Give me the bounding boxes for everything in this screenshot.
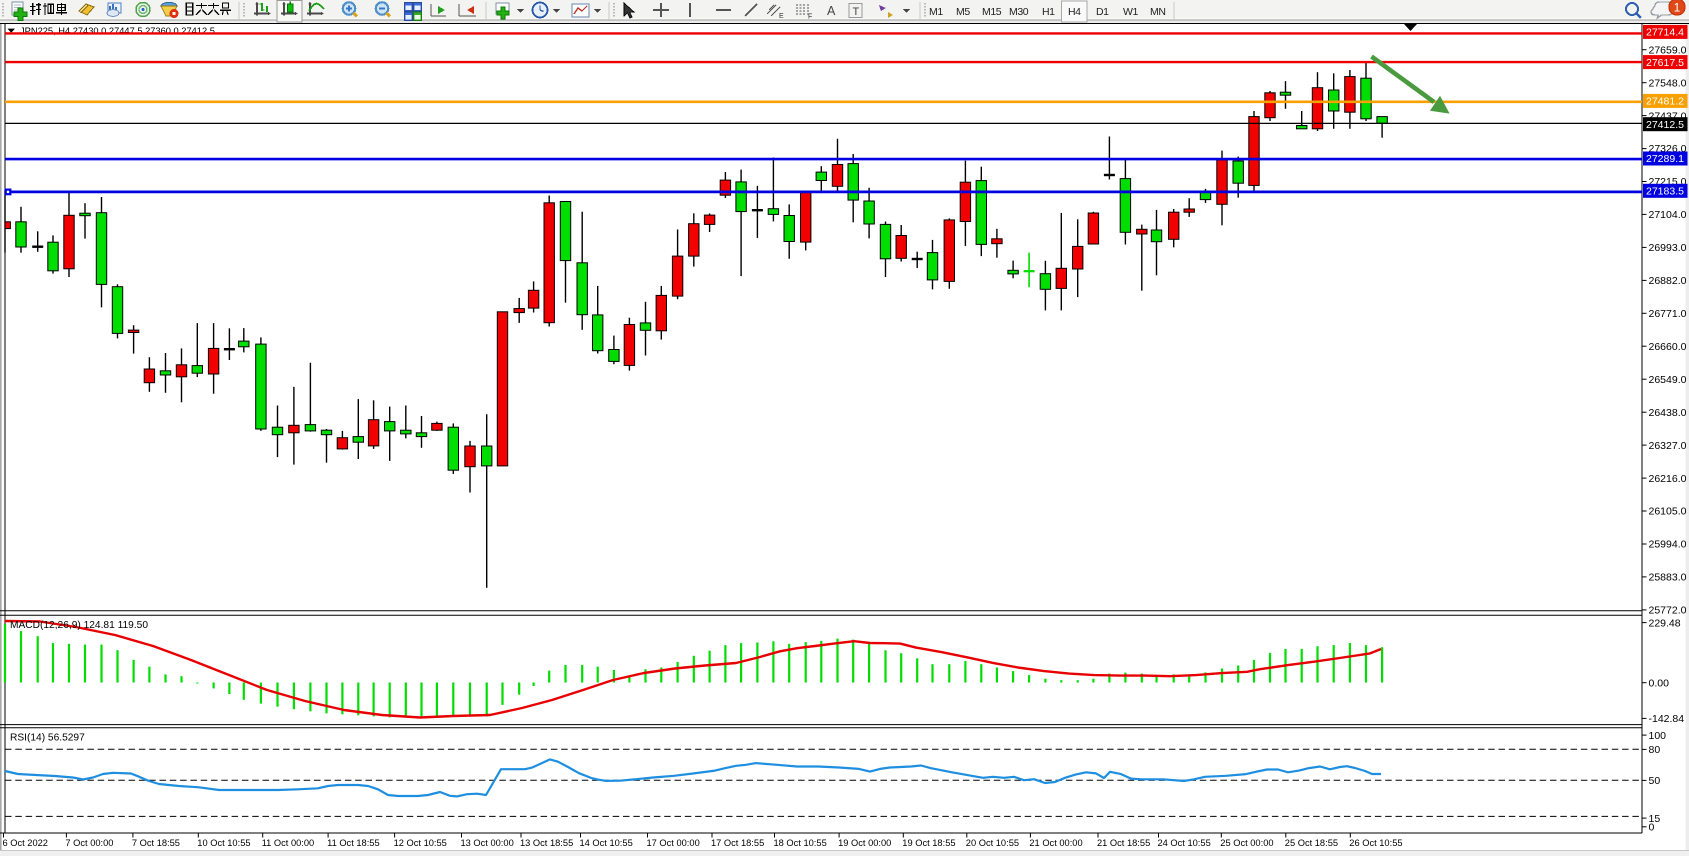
svg-text:M30: M30 xyxy=(1009,6,1029,18)
svg-text:25883.0: 25883.0 xyxy=(1649,572,1687,584)
svg-text:H1: H1 xyxy=(1042,6,1055,18)
svg-text:100: 100 xyxy=(1649,730,1667,742)
svg-text:18 Oct 10:55: 18 Oct 10:55 xyxy=(774,838,827,848)
svg-text:E: E xyxy=(779,13,784,20)
svg-text:13 Oct 18:55: 13 Oct 18:55 xyxy=(520,838,573,848)
svg-text:7 Oct 00:00: 7 Oct 00:00 xyxy=(65,838,113,848)
svg-text:1: 1 xyxy=(1674,1,1681,15)
svg-text:21 Oct 18:55: 21 Oct 18:55 xyxy=(1097,838,1150,848)
svg-text:-142.84: -142.84 xyxy=(1649,713,1685,725)
svg-text:13 Oct 00:00: 13 Oct 00:00 xyxy=(461,838,514,848)
svg-text:0.00: 0.00 xyxy=(1649,677,1670,689)
svg-text:229.48: 229.48 xyxy=(1649,617,1681,629)
svg-text:11 Oct 18:55: 11 Oct 18:55 xyxy=(327,838,380,848)
svg-text:27412.5: 27412.5 xyxy=(1646,119,1684,131)
svg-text:19 Oct 00:00: 19 Oct 00:00 xyxy=(838,838,891,848)
svg-text:27481.2: 27481.2 xyxy=(1646,96,1684,108)
svg-text:25 Oct 00:00: 25 Oct 00:00 xyxy=(1220,838,1273,848)
svg-text:25994.0: 25994.0 xyxy=(1649,539,1687,551)
svg-text:W1: W1 xyxy=(1123,6,1139,18)
svg-text:MACD(12,26,9) 124.81 119.50: MACD(12,26,9) 124.81 119.50 xyxy=(10,620,148,631)
svg-text:10 Oct 10:55: 10 Oct 10:55 xyxy=(197,838,250,848)
svg-text:19 Oct 18:55: 19 Oct 18:55 xyxy=(902,838,955,848)
svg-text:21 Oct 00:00: 21 Oct 00:00 xyxy=(1029,838,1082,848)
svg-text:26549.0: 26549.0 xyxy=(1649,374,1687,386)
svg-text:27714.4: 27714.4 xyxy=(1646,27,1684,39)
svg-text:11 Oct 00:00: 11 Oct 00:00 xyxy=(262,838,315,848)
svg-text:17 Oct 18:55: 17 Oct 18:55 xyxy=(711,838,764,848)
svg-text:H4: H4 xyxy=(1068,6,1081,18)
svg-text:26660.0: 26660.0 xyxy=(1649,341,1687,353)
svg-text:12 Oct 10:55: 12 Oct 10:55 xyxy=(394,838,447,848)
svg-text:25772.0: 25772.0 xyxy=(1649,605,1687,617)
svg-text:M15: M15 xyxy=(982,6,1002,18)
svg-text:26438.0: 26438.0 xyxy=(1649,407,1687,419)
svg-text:26105.0: 26105.0 xyxy=(1649,506,1687,518)
svg-text:27289.1: 27289.1 xyxy=(1646,153,1684,165)
svg-text:T: T xyxy=(853,6,860,18)
svg-text:7 Oct 18:55: 7 Oct 18:55 xyxy=(132,838,180,848)
svg-text:26216.0: 26216.0 xyxy=(1649,473,1687,485)
svg-text:JPN225, H4 27430.0 27447.5 27: JPN225, H4 27430.0 27447.5 27360.0 27412… xyxy=(20,26,215,36)
svg-text:0: 0 xyxy=(1649,822,1655,834)
svg-text:26882.0: 26882.0 xyxy=(1649,275,1687,287)
svg-text:24 Oct 10:55: 24 Oct 10:55 xyxy=(1158,838,1211,848)
svg-text:6 Oct 2022: 6 Oct 2022 xyxy=(3,838,48,848)
svg-text:20 Oct 10:55: 20 Oct 10:55 xyxy=(966,838,1019,848)
svg-text:25 Oct 18:55: 25 Oct 18:55 xyxy=(1285,838,1338,848)
svg-text:27183.5: 27183.5 xyxy=(1646,186,1684,198)
svg-text:80: 80 xyxy=(1649,744,1661,756)
svg-text:15: 15 xyxy=(1649,813,1661,825)
svg-text:26993.0: 26993.0 xyxy=(1649,242,1687,254)
svg-text:M5: M5 xyxy=(956,6,970,18)
svg-text:17 Oct 00:00: 17 Oct 00:00 xyxy=(647,838,700,848)
svg-text:26771.0: 26771.0 xyxy=(1649,308,1687,320)
svg-text:F: F xyxy=(808,14,812,21)
svg-text:D1: D1 xyxy=(1096,6,1109,18)
svg-text:RSI(14) 56.5297: RSI(14) 56.5297 xyxy=(10,733,85,744)
svg-text:27659.0: 27659.0 xyxy=(1649,44,1687,56)
svg-text:26327.0: 26327.0 xyxy=(1649,440,1687,452)
svg-text:26 Oct 10:55: 26 Oct 10:55 xyxy=(1349,838,1402,848)
svg-text:27617.5: 27617.5 xyxy=(1646,57,1684,69)
svg-text:MN: MN xyxy=(1150,6,1166,18)
svg-text:A: A xyxy=(827,4,836,18)
svg-text:27548.0: 27548.0 xyxy=(1649,77,1687,89)
svg-text:M1: M1 xyxy=(929,6,943,18)
svg-text:50: 50 xyxy=(1649,775,1661,787)
svg-text:14 Oct 10:55: 14 Oct 10:55 xyxy=(580,838,633,848)
svg-text:27104.0: 27104.0 xyxy=(1649,209,1687,221)
